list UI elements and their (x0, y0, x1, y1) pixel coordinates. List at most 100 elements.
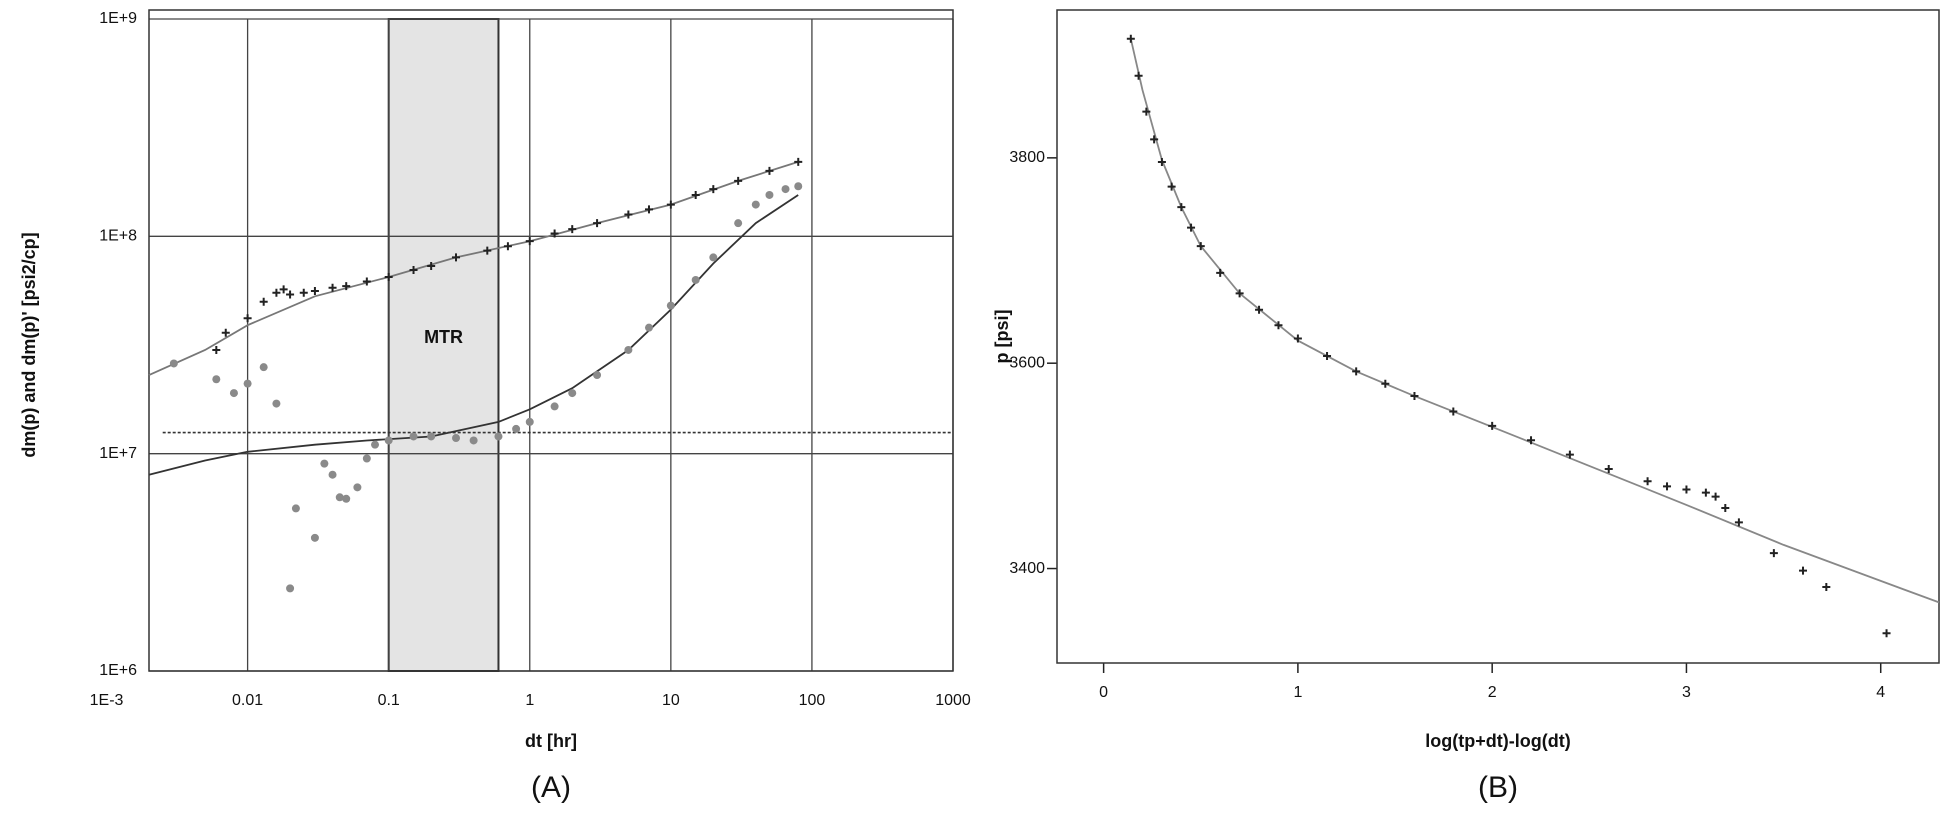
data-point (310, 533, 319, 542)
data-point (371, 440, 380, 449)
data-point (751, 200, 760, 209)
data-point (1565, 450, 1574, 459)
x-tick-label: 2 (1488, 684, 1497, 701)
y-tick-label: 1E+6 (99, 662, 137, 679)
panel-caption: (B) (1478, 771, 1518, 804)
data-point (666, 301, 675, 310)
data-point (451, 253, 460, 262)
annotation: MTR (424, 327, 463, 347)
x-tick-label: 10 (662, 692, 680, 709)
x-tick-label: 100 (799, 692, 826, 709)
data-point (272, 399, 281, 408)
chart-panel: 0 1 2 3 4 3400 3600 3800 log(tp+dt)-log(dt) p [ps… (992, 9, 1940, 804)
data-point (279, 285, 288, 294)
x-tick-label: 0.1 (378, 692, 400, 709)
data-point (1126, 34, 1135, 43)
data-point (451, 434, 460, 443)
data-point (734, 176, 743, 185)
data-point (1682, 485, 1691, 494)
data-point (691, 275, 700, 284)
data-point (1323, 352, 1332, 361)
data-point (666, 200, 675, 209)
data-point (320, 459, 329, 468)
data-point (384, 436, 393, 445)
data-point (310, 287, 319, 296)
x-tick-label: 0 (1099, 684, 1108, 701)
x-tick-label: 4 (1876, 684, 1885, 701)
data-point (1799, 566, 1808, 575)
data-point (709, 185, 718, 194)
data-point (212, 345, 221, 354)
data-point (1157, 157, 1166, 166)
data-point (1527, 436, 1536, 445)
data-point (409, 265, 418, 274)
data-point (469, 436, 478, 445)
data-point (272, 288, 281, 297)
model-curve (1129, 38, 1940, 604)
data-point (624, 210, 633, 219)
data-point (1822, 583, 1831, 592)
data-point (1882, 629, 1891, 638)
data-point (1274, 321, 1283, 330)
x-tick-label: 0.01 (232, 692, 263, 709)
data-point (1216, 268, 1225, 277)
data-point (212, 375, 221, 384)
data-point (1643, 477, 1652, 486)
data-point (568, 389, 577, 398)
x-tick-label: 3 (1682, 684, 1691, 701)
panel-caption: (A) (531, 771, 571, 804)
data-point (259, 363, 268, 372)
data-point (1449, 407, 1458, 416)
data-point (1293, 334, 1302, 343)
data-point (1177, 203, 1186, 212)
x-tick-label: 1E-3 (90, 692, 124, 709)
data-point (1769, 549, 1778, 558)
data-point (229, 389, 238, 398)
data-point (644, 205, 653, 214)
data-point (550, 402, 559, 411)
data-point (342, 282, 351, 291)
data-point (1352, 367, 1361, 376)
data-point (243, 379, 252, 388)
data-point (794, 182, 803, 191)
data-point (328, 283, 337, 292)
chart-panel: MTR 1E-3 0.01 0.1 1 10 100 1000 1E+6 1E+7 1E+8 1E+9… (19, 9, 971, 804)
data-point (525, 417, 534, 426)
data-point (221, 328, 230, 337)
data-point (1701, 488, 1710, 497)
data-point (1488, 421, 1497, 430)
data-point (512, 424, 521, 433)
data-point (243, 314, 252, 323)
data-point (362, 277, 371, 286)
x-tick-label: 1000 (935, 692, 971, 709)
data-point (1381, 379, 1390, 388)
y-tick-label: 3600 (1009, 354, 1045, 371)
data-point (1235, 289, 1244, 298)
data-point (483, 246, 492, 255)
data-point (1150, 135, 1159, 144)
y-tick-label: 1E+8 (99, 228, 137, 245)
data-point (593, 371, 602, 380)
data-point (1196, 242, 1205, 251)
data-point (781, 185, 790, 194)
data-point (291, 504, 300, 513)
x-axis-label: log(tp+dt)-log(dt) (1425, 731, 1570, 751)
data-point (1604, 464, 1613, 473)
data-point (1721, 503, 1730, 512)
plot-frame (1056, 9, 1940, 664)
data-point (1734, 518, 1743, 527)
data-point (427, 262, 436, 271)
data-point (624, 345, 633, 354)
data-point (286, 290, 295, 299)
data-point (328, 470, 337, 479)
data-point (709, 253, 718, 262)
data-point (342, 494, 351, 503)
data-point (1711, 492, 1720, 501)
data-point (353, 483, 362, 492)
data-point (765, 190, 774, 199)
data-point (427, 432, 436, 441)
x-tick-label: 1 (525, 692, 534, 709)
data-point (765, 166, 774, 175)
